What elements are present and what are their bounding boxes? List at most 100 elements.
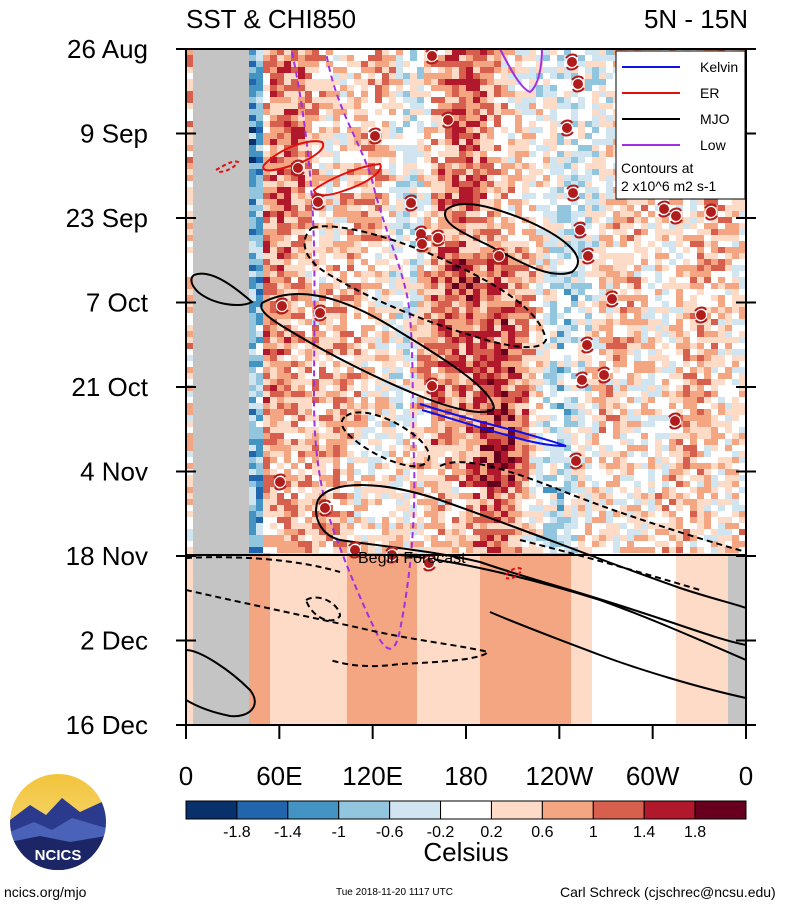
heatmap-cell: [515, 247, 523, 254]
heatmap-cell: [480, 103, 488, 110]
heatmap-cell: [347, 355, 355, 362]
heatmap-cell: [739, 331, 746, 338]
heatmap-cell: [256, 61, 264, 68]
heatmap-cell: [592, 181, 600, 188]
heatmap-cell: [725, 379, 733, 386]
heatmap-cell: [599, 127, 607, 134]
heatmap-cell: [347, 319, 355, 326]
heatmap-cell: [368, 205, 376, 212]
heatmap-cell: [480, 49, 488, 56]
heatmap-cell: [256, 385, 264, 392]
heatmap-cell: [564, 349, 572, 356]
heatmap-cell: [389, 217, 397, 224]
heatmap-cell: [389, 103, 397, 110]
heatmap-cell: [186, 289, 194, 296]
heatmap-cell: [704, 409, 712, 416]
heatmap-cell: [340, 115, 348, 122]
heatmap-cell: [676, 349, 684, 356]
heatmap-cell: [340, 163, 348, 170]
heatmap-cell: [494, 277, 502, 284]
heatmap-cell: [389, 49, 397, 56]
heatmap-cell: [452, 187, 460, 194]
heatmap-cell: [508, 157, 516, 164]
heatmap-cell: [564, 343, 572, 350]
heatmap-cell: [557, 73, 565, 80]
heatmap-cell: [641, 391, 649, 398]
heatmap-cell: [305, 343, 313, 350]
heatmap-cell: [585, 67, 593, 74]
heatmap-cell: [284, 283, 292, 290]
heatmap-cell: [515, 409, 523, 416]
heatmap-cell: [620, 415, 628, 422]
heatmap-cell: [438, 79, 446, 86]
heatmap-cell: [487, 67, 495, 74]
heatmap-cell: [389, 199, 397, 206]
heatmap-cell: [683, 355, 691, 362]
heatmap-cell: [466, 295, 474, 302]
heatmap-cell: [620, 349, 628, 356]
heatmap-cell: [417, 103, 425, 110]
heatmap-cell: [417, 259, 425, 266]
heatmap-cell: [515, 121, 523, 128]
heatmap-cell: [333, 85, 341, 92]
heatmap-cell: [424, 277, 432, 284]
heatmap-cell: [718, 415, 726, 422]
heatmap-cell: [466, 253, 474, 260]
heatmap-cell: [382, 73, 390, 80]
heatmap-cell: [431, 145, 439, 152]
heatmap-cell: [312, 349, 320, 356]
heatmap-cell: [732, 229, 740, 236]
heatmap-cell: [487, 73, 495, 80]
heatmap-cell: [277, 151, 285, 158]
heatmap-cell: [389, 211, 397, 218]
heatmap-cell: [186, 109, 194, 116]
heatmap-cell: [564, 247, 572, 254]
heatmap-cell: [249, 319, 257, 326]
heatmap-cell: [333, 133, 341, 140]
heatmap-cell: [571, 307, 579, 314]
heatmap-cell: [410, 385, 418, 392]
heatmap-cell: [347, 61, 355, 68]
heatmap-cell: [382, 115, 390, 122]
heatmap-cell: [641, 361, 649, 368]
heatmap-cell: [599, 217, 607, 224]
heatmap-cell: [389, 367, 397, 374]
heatmap-cell: [508, 265, 516, 272]
heatmap-cell: [445, 355, 453, 362]
heatmap-cell: [494, 283, 502, 290]
heatmap-cell: [368, 271, 376, 278]
heatmap-cell: [592, 127, 600, 134]
heatmap-cell: [277, 391, 285, 398]
heatmap-cell: [718, 367, 726, 374]
heatmap-cell: [669, 379, 677, 386]
heatmap-cell: [340, 139, 348, 146]
heatmap-cell: [382, 61, 390, 68]
heatmap-cell: [697, 199, 705, 206]
heatmap-cell: [494, 163, 502, 170]
heatmap-cell: [438, 289, 446, 296]
heatmap-cell: [739, 415, 746, 422]
heatmap-cell: [382, 121, 390, 128]
heatmap-cell: [599, 403, 607, 410]
heatmap-cell: [571, 289, 579, 296]
heatmap-cell: [508, 295, 516, 302]
heatmap-cell: [704, 331, 712, 338]
heatmap-cell: [270, 103, 278, 110]
heatmap-cell: [704, 283, 712, 290]
heatmap-cell: [536, 169, 544, 176]
heatmap-cell: [396, 79, 404, 86]
heatmap-cell: [354, 385, 362, 392]
heatmap-cell: [592, 97, 600, 104]
heatmap-cell: [186, 181, 194, 188]
heatmap-cell: [277, 217, 285, 224]
heatmap-cell: [515, 367, 523, 374]
heatmap-cell: [333, 217, 341, 224]
heatmap-cell: [557, 91, 565, 98]
heatmap-cell: [305, 91, 313, 98]
heatmap-cell: [571, 349, 579, 356]
heatmap-cell: [585, 187, 593, 194]
heatmap-cell: [508, 391, 516, 398]
heatmap-cell: [557, 157, 565, 164]
heatmap-cell: [564, 313, 572, 320]
heatmap-cell: [319, 337, 327, 344]
